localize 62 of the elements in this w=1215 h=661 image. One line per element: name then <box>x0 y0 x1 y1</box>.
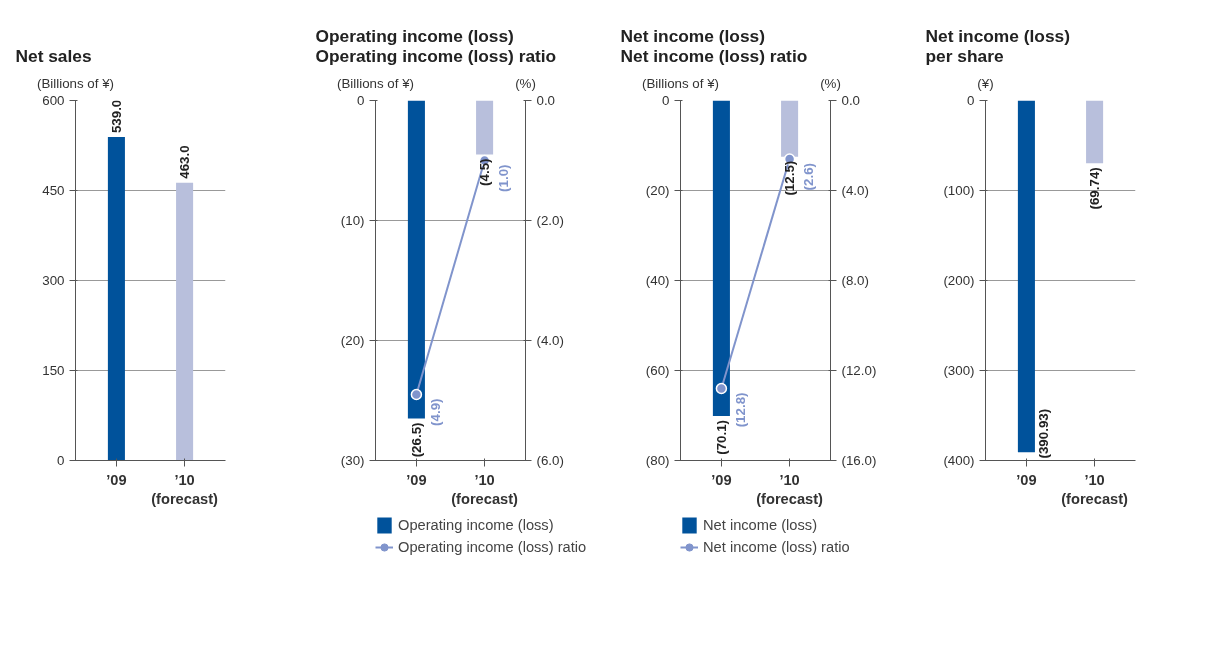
x-tick-label: ’09 <box>406 471 427 488</box>
y-tick-label: (40) <box>645 273 670 288</box>
y2-axis-title: (%) <box>515 75 536 91</box>
y-tick-label: 450 <box>42 183 65 198</box>
data-label: (4.5) <box>477 158 493 186</box>
y-tick-label: (100) <box>943 183 975 198</box>
y-tick-label: 300 <box>42 273 65 288</box>
data-label: (4.9) <box>427 398 443 426</box>
x-tick-label: ’10 (forecast) <box>756 471 824 507</box>
y-tick-label: 150 <box>42 363 65 378</box>
legend-label: Operating income (loss) ratio <box>398 539 587 555</box>
x-tick-label: ’09 <box>106 471 127 488</box>
y-axis-title: (¥) <box>977 75 994 91</box>
legend-label: Net income (loss) ratio <box>703 539 850 555</box>
y-axis-title: (Billions of ¥) <box>336 75 415 91</box>
y-tick-label: (80) <box>645 453 670 468</box>
y-tick-label: 0 <box>357 93 365 108</box>
data-label: (69.74) <box>1087 167 1103 210</box>
y-tick-label: (30) <box>340 453 365 468</box>
y2-tick-label: (4.0) <box>841 183 869 198</box>
data-label: (70.1) <box>713 419 729 455</box>
y-tick-label: (20) <box>340 333 365 348</box>
y-tick-label: (20) <box>645 183 670 198</box>
y-tick-label: (10) <box>340 213 365 228</box>
y2-tick-label: (4.0) <box>536 333 564 348</box>
data-label: 539.0 <box>108 99 124 134</box>
y-tick-label: (60) <box>645 363 670 378</box>
y2-tick-label: 0.0 <box>536 93 556 108</box>
y-tick-label: (300) <box>943 363 975 378</box>
data-label: (26.5) <box>408 422 424 458</box>
y-tick-label: 0 <box>662 93 670 108</box>
chart-title: Net income (loss) Net income (loss) ratio <box>620 25 808 66</box>
data-label: (12.5) <box>782 160 798 196</box>
y2-axis-title: (%) <box>820 75 841 91</box>
legend-label: Net income (loss) <box>703 517 818 533</box>
y2-tick-label: (6.0) <box>536 453 564 468</box>
y-axis-title: (Billions of ¥) <box>641 75 720 91</box>
x-tick-label: ’10 (forecast) <box>1061 471 1129 507</box>
data-label: (1.0) <box>495 164 511 192</box>
y2-tick-label: (12.0) <box>841 363 877 378</box>
y2-tick-label: (8.0) <box>841 273 869 288</box>
y-tick-label: 0 <box>967 93 975 108</box>
y-tick-label: 600 <box>42 93 65 108</box>
y2-tick-label: (2.0) <box>536 213 564 228</box>
y2-tick-label: 0.0 <box>841 93 861 108</box>
y-tick-label: 0 <box>57 453 65 468</box>
data-label: (12.8) <box>732 392 748 428</box>
data-label: (2.6) <box>800 163 816 191</box>
y2-tick-label: (16.0) <box>841 453 877 468</box>
y-axis-title: (Billions of ¥) <box>36 75 115 91</box>
y-tick-label: (200) <box>943 273 975 288</box>
x-tick-label: ’10 (forecast) <box>451 471 519 507</box>
x-tick-label: ’09 <box>711 471 732 488</box>
data-label: 463.0 <box>177 145 193 179</box>
x-tick-label: ’09 <box>1016 471 1037 488</box>
x-tick-label: ’10 (forecast) <box>151 471 219 507</box>
chart-title: Net sales <box>15 45 92 66</box>
chart-title: Net income (loss) per share <box>925 25 1070 66</box>
data-label: (390.93) <box>1035 408 1051 459</box>
y-tick-label: (400) <box>943 453 975 468</box>
chart-title: Operating income (loss) Operating income (loss) ratio <box>315 25 557 66</box>
legend-label: Operating income (loss) <box>398 517 554 533</box>
